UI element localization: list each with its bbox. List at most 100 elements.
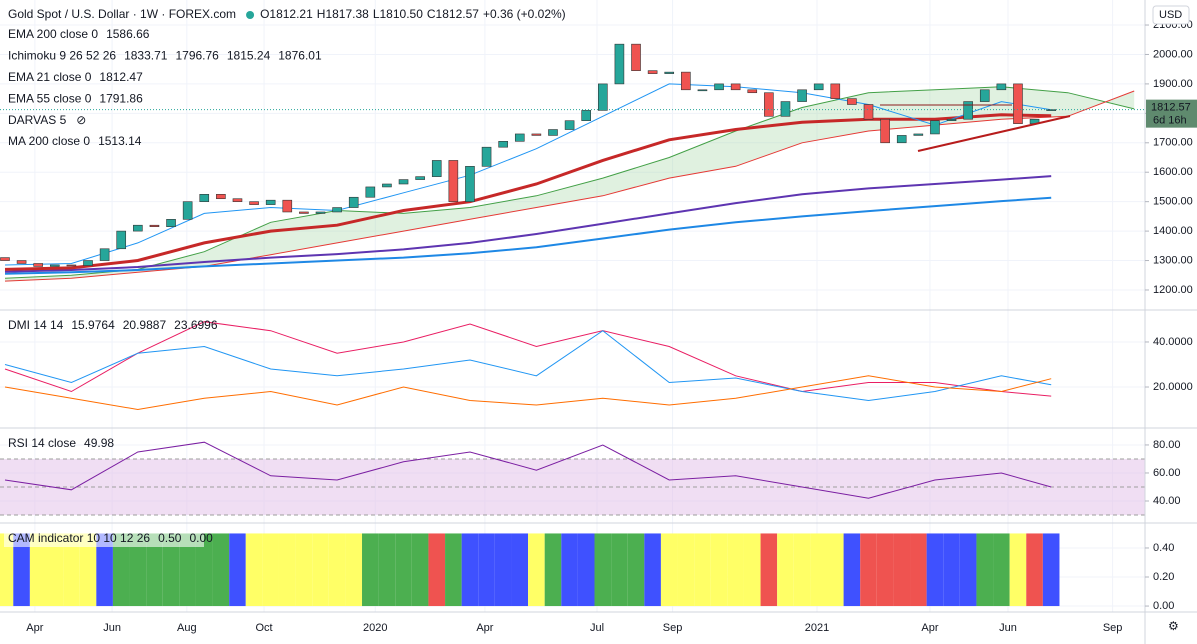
candle [66, 264, 77, 267]
cam-bar [262, 533, 279, 607]
candle [514, 133, 525, 142]
legend-text: CAM indicator 10 10 12 26 [8, 531, 150, 545]
x-tick-label: 2020 [363, 622, 387, 634]
candle [199, 194, 210, 202]
candle [730, 83, 741, 91]
indicator-line [4, 441, 1052, 499]
legend-text: MA 200 close 0 [8, 134, 90, 148]
indicator-line [4, 375, 1052, 411]
cam-bar [561, 533, 578, 607]
legend-text: DARVAS 5 [8, 113, 67, 127]
cam-bar [63, 533, 80, 607]
candle [780, 101, 791, 117]
cam-bar [577, 533, 595, 607]
candle [697, 89, 708, 92]
cam-bar [993, 533, 1010, 607]
cam-bar [378, 533, 396, 607]
x-tick-label: Sep [1103, 622, 1123, 634]
candle [166, 219, 176, 227]
candle [16, 260, 27, 264]
cam-bar [328, 533, 346, 607]
cam-bar [79, 533, 97, 607]
legend-text: 1586.66 [106, 27, 150, 41]
cam-bar [893, 533, 911, 607]
candle [681, 71, 691, 91]
legend-text: 15.9764 [71, 318, 115, 332]
candle [99, 248, 110, 261]
cam-bar [428, 533, 446, 607]
candle [448, 160, 459, 202]
cam-bar [544, 533, 562, 607]
cam-bar [179, 533, 196, 607]
cam-bar [229, 533, 246, 607]
cam-bar [278, 533, 296, 607]
cam-bar [727, 533, 744, 607]
cam-bar [112, 533, 130, 607]
candle [0, 257, 10, 261]
legend-text: L1810.50 [373, 7, 423, 21]
candle [979, 89, 990, 102]
cam-bar [644, 533, 661, 607]
cam-bar [13, 533, 30, 607]
cam-bar [445, 533, 462, 607]
cam-bar [362, 533, 379, 607]
candle [614, 43, 625, 85]
legend-text: +0.36 (+0.02%) [483, 7, 566, 21]
cam-bar [478, 533, 495, 607]
x-tick-label: Aug [177, 622, 197, 634]
y-tick-label: 0.20 [1153, 571, 1174, 583]
settings-icon[interactable]: ⚙ [1168, 619, 1179, 633]
countdown: 6d 16h [1153, 115, 1187, 127]
candle [465, 166, 475, 202]
status-dot [246, 11, 255, 19]
candle [863, 104, 874, 120]
cam-bar [0, 533, 14, 607]
candle [348, 196, 359, 208]
cam-bar [694, 533, 711, 607]
y-tick-label: 1900.00 [1153, 78, 1193, 90]
cam-bar [777, 533, 794, 607]
y-tick-label: 1500.00 [1153, 196, 1193, 208]
x-tick-label: Apr [26, 622, 43, 634]
visibility-icon: ⊘ [76, 113, 86, 127]
indicator-line [4, 321, 1052, 397]
currency-button[interactable] [1152, 5, 1190, 25]
y-tick-label: 80.00 [1153, 439, 1181, 451]
candle [299, 211, 309, 214]
x-tick-label: Oct [255, 622, 272, 634]
legend: Gold Spot / U.S. Dollar · 1W · FOREX.com… [4, 7, 566, 547]
candle [847, 98, 857, 105]
axes: Apr Jun Aug Oct 2020 Apr Jul Sep 2021 Apr Jun Sep 12… [26, 19, 1197, 634]
y-tick-label: 0.00 [1153, 600, 1174, 612]
legend-text: EMA 21 close 0 [8, 70, 92, 84]
candle [548, 129, 558, 136]
candle [664, 71, 675, 74]
cam-bar [627, 533, 645, 607]
candle [531, 133, 542, 136]
legend-text: Ichimoku 9 26 52 26 [8, 49, 116, 63]
candle [83, 260, 93, 266]
candle [365, 186, 376, 198]
candle [764, 92, 774, 117]
indicator-line [4, 175, 1052, 273]
legend-text: 1791.86 [99, 91, 143, 105]
y-tick-label: 20.0000 [1153, 381, 1193, 393]
cam-bar [312, 533, 329, 607]
y-tick-label: 1300.00 [1153, 254, 1193, 266]
candle [182, 201, 193, 220]
indicator-line [4, 196, 1052, 275]
indicator-line [4, 113, 1052, 271]
indicator-line [4, 330, 1052, 402]
currency[interactable]: USD [1159, 9, 1182, 21]
candle [249, 201, 259, 205]
cam-bar [1042, 533, 1060, 607]
cam-bar [826, 533, 844, 607]
x-tick-label: 2021 [805, 622, 829, 634]
cam-bar [710, 533, 728, 607]
cam-bar [943, 533, 960, 607]
cam-bar [1009, 533, 1027, 607]
cam-bar [677, 533, 695, 607]
cam-bar [245, 533, 263, 607]
x-tick-label: Apr [476, 622, 493, 634]
